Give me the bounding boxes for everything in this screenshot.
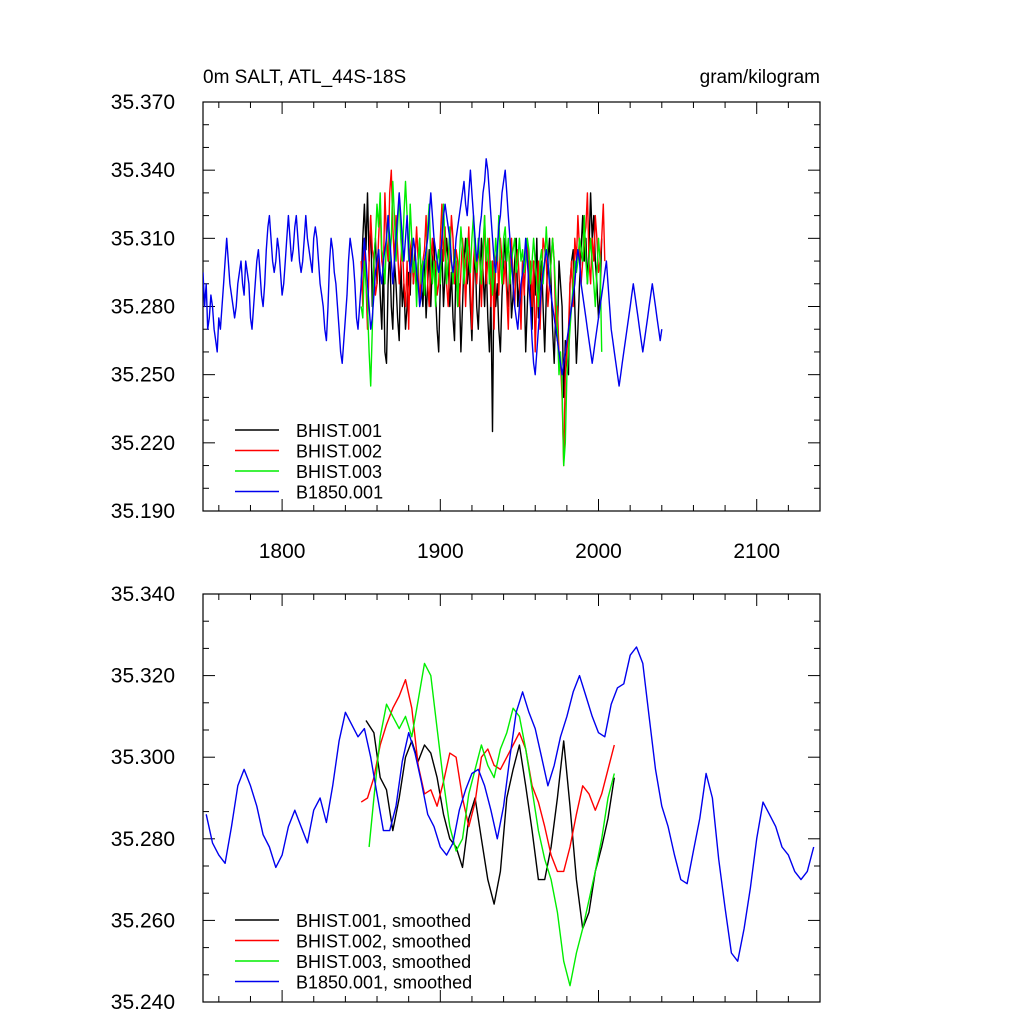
bottom-y-tick-label: 35.280 (111, 828, 175, 851)
bottom-y-tick-label: 35.320 (111, 665, 175, 688)
bottom-chart: 35.240 35.260 35.280 35.300 35.320 35.340 BHIS… (111, 583, 821, 1014)
bottom-legend-label-b1850-001-smoothed: B1850.001, smoothed (296, 973, 472, 993)
top-y-tick-label: 35.250 (111, 364, 175, 387)
top-y-tick-label: 35.280 (111, 296, 175, 319)
top-series-bhist-001 (360, 192, 603, 433)
top-legend-label-b1850-001: B1850.001 (296, 483, 383, 503)
top-y-tick-label: 35.220 (111, 432, 175, 455)
bottom-y-tick-label: 35.240 (111, 991, 175, 1014)
bottom-legend-label-bhist-003-smoothed: BHIST.003, smoothed (296, 952, 471, 972)
top-x-tick-label: 2100 (733, 540, 780, 563)
bottom-series-bhist-002-smoothed (360, 679, 615, 873)
bottom-legend-label-bhist-001-smoothed: BHIST.001, smoothed (296, 911, 471, 931)
top-y-tick-label: 35.340 (111, 159, 175, 182)
top-legend-label-bhist-001: BHIST.001 (296, 421, 382, 441)
top-x-tick-label: 1800 (259, 540, 306, 563)
bottom-legend-label-bhist-002-smoothed: BHIST.002, smoothed (296, 932, 471, 952)
bottom-y-tick-label: 35.260 (111, 909, 175, 932)
bottom-y-tick-label: 35.340 (111, 583, 175, 606)
bottom-y-tick-label: 35.300 (111, 746, 175, 769)
top-x-tick-label: 2000 (575, 540, 622, 563)
top-x-tick-label: 1900 (417, 540, 464, 563)
top-chart-title: 0m SALT, ATL_44S-18S (203, 67, 406, 88)
bottom-series-bhist-001-smoothed (365, 720, 615, 930)
top-y-tick-label: 35.310 (111, 227, 175, 250)
bottom-plot-frame (202, 593, 821, 1003)
bottom-series-bhist-003-smoothed (368, 662, 615, 987)
top-chart-units: gram/kilogram (700, 67, 820, 88)
top-y-tick-label: 35.190 (111, 500, 175, 523)
top-legend-label-bhist-002: BHIST.002 (296, 442, 382, 462)
top-y-tick-label: 35.370 (111, 91, 175, 114)
top-legend-label-bhist-003: BHIST.003 (296, 462, 382, 482)
top-series-b1850-001 (203, 158, 663, 387)
top-chart: 35.190 35.220 35.250 35.280 35.310 35.340 35.3… (111, 91, 821, 563)
bottom-series-b1850-001-smoothed (205, 646, 815, 962)
